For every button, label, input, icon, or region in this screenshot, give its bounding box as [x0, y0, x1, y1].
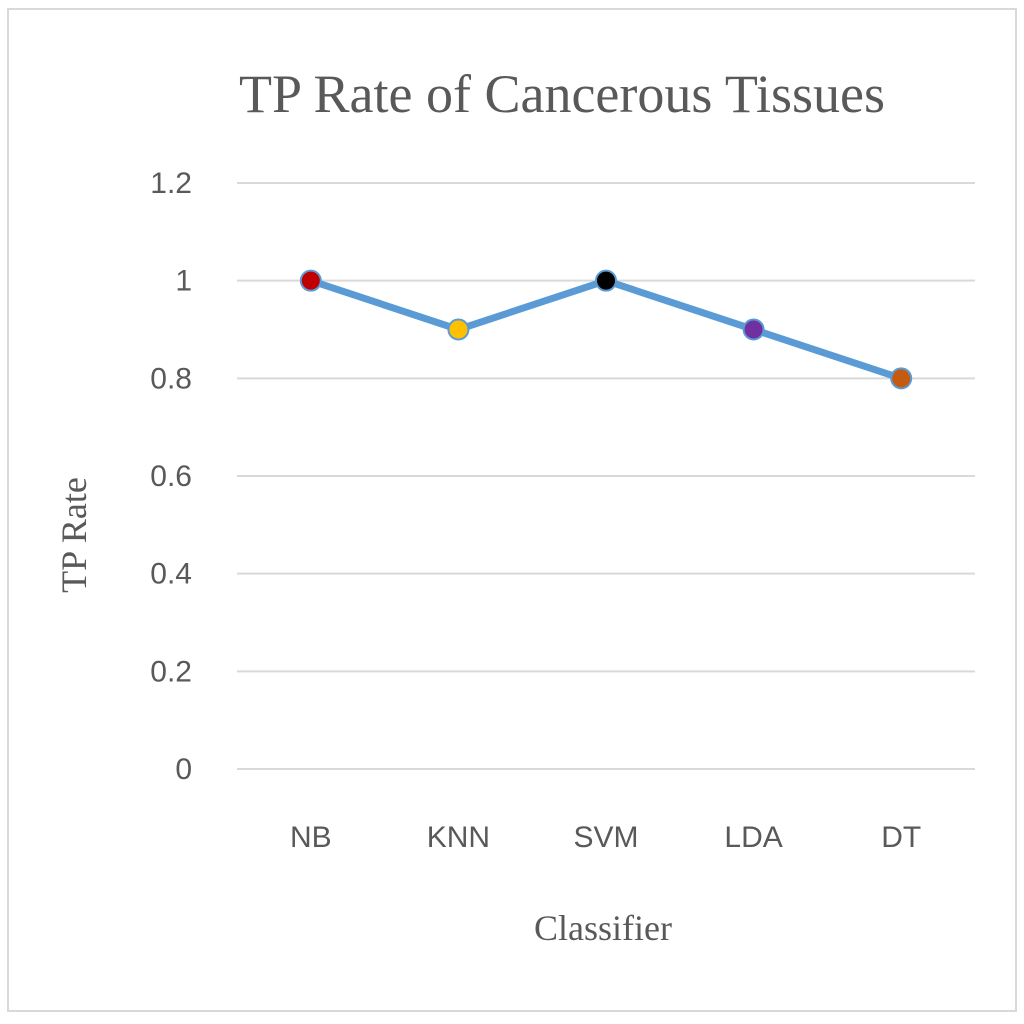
x-tick-label: DT [881, 821, 921, 854]
data-point [595, 269, 617, 292]
x-tick-label: LDA [724, 821, 782, 854]
data-point [742, 318, 765, 341]
chart-title: TP Rate of Cancerous Tissues [239, 64, 885, 124]
series-layer [299, 269, 913, 390]
series-line [307, 277, 905, 382]
y-tick-label: 1 [175, 265, 192, 298]
x-axis-title: Classifier [534, 908, 672, 948]
data-point [299, 269, 322, 292]
y-tick-label: 0 [175, 753, 192, 786]
y-axis-ticks: 0 0.2 0.4 0.6 0.8 1 1.2 [150, 167, 192, 786]
y-tick-label: 0.2 [150, 655, 192, 688]
x-tick-label: KNN [427, 821, 490, 854]
data-point [447, 318, 470, 341]
y-tick-label: 0.4 [150, 558, 192, 591]
x-tick-label: SVM [573, 821, 638, 854]
x-axis-ticks: NB KNN SVM LDA DT [290, 821, 921, 854]
data-point [890, 367, 913, 390]
y-tick-label: 1.2 [150, 167, 192, 200]
y-tick-label: 0.6 [150, 460, 192, 493]
chart-frame [7, 8, 1017, 1012]
y-axis-title: TP Rate [54, 477, 94, 593]
x-tick-label: NB [290, 821, 332, 854]
y-tick-label: 0.8 [150, 362, 192, 395]
